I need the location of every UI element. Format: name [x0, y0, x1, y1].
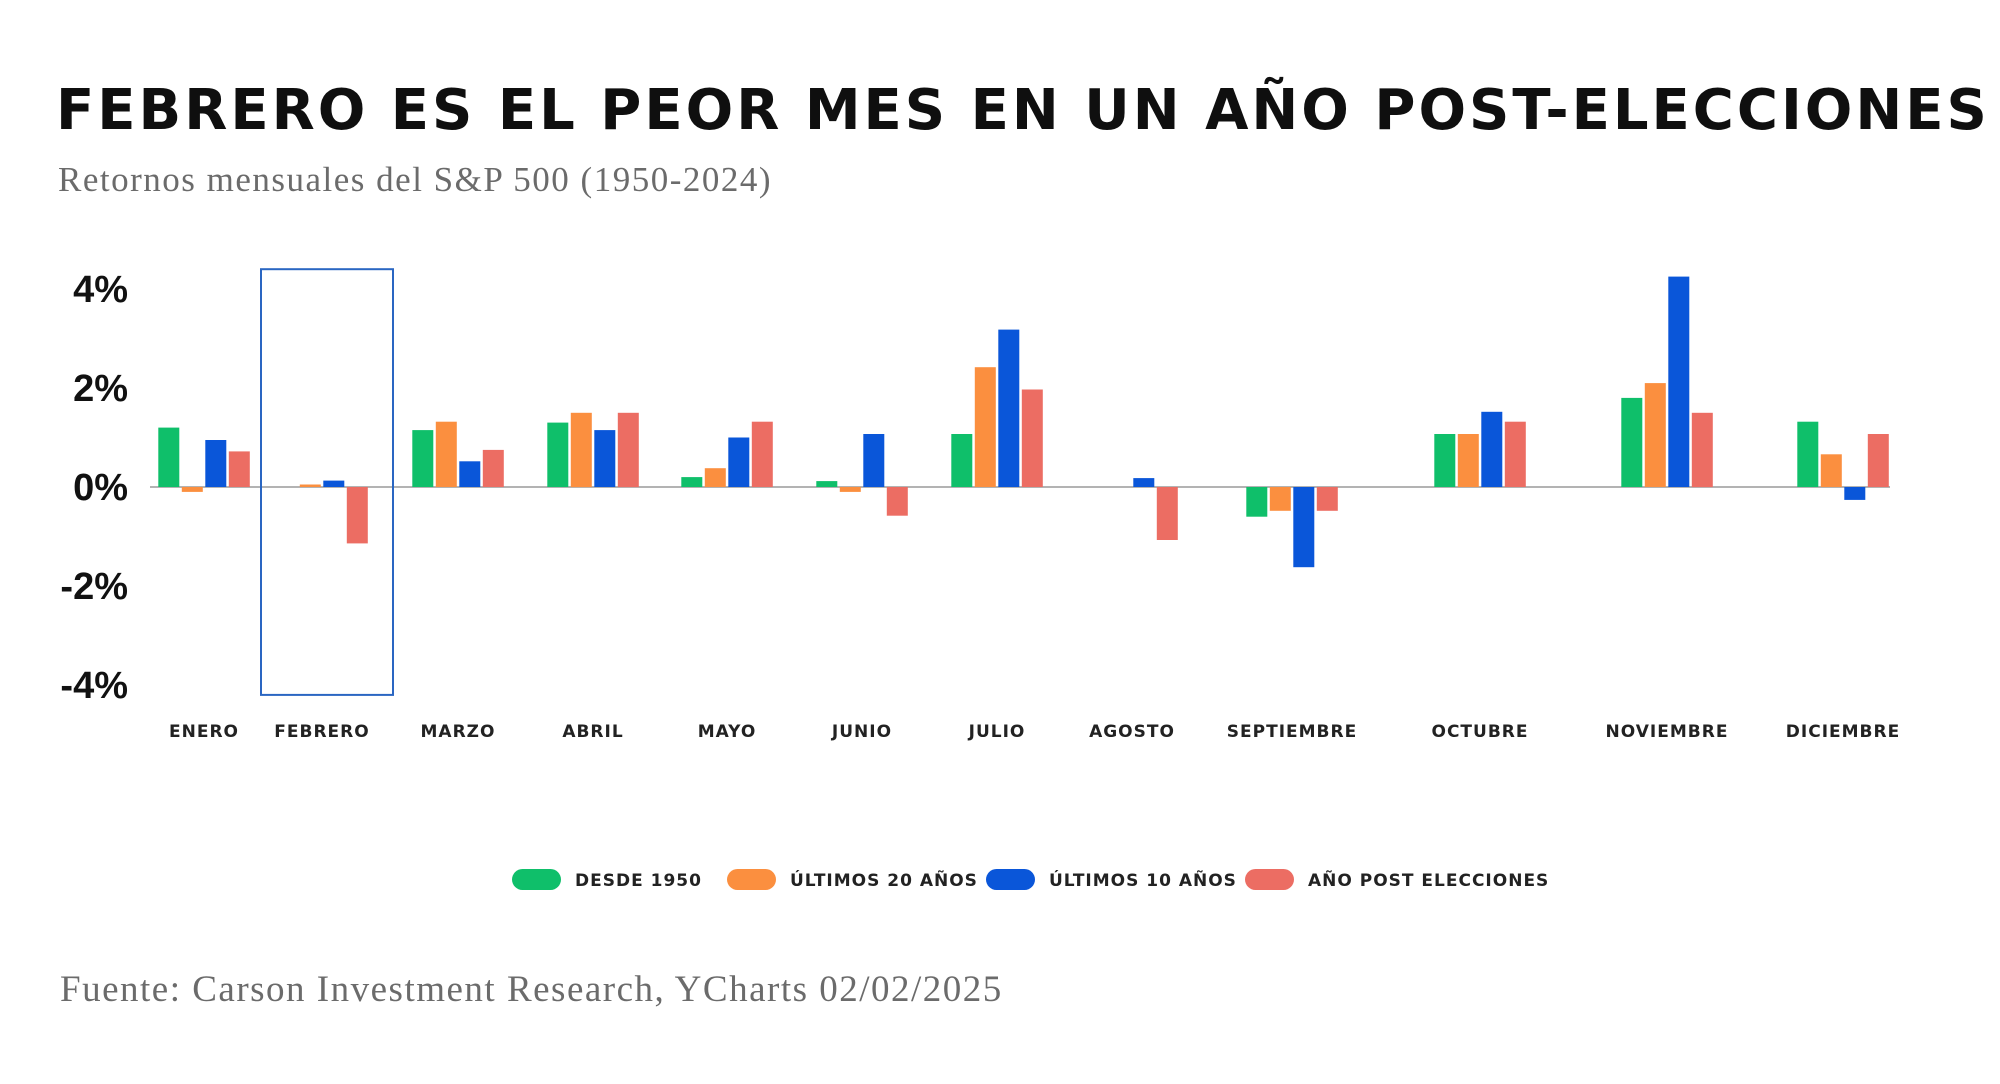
x-tick-diciembre: DICIEMBRE: [1786, 722, 1900, 742]
x-tick-noviembre: NOVIEMBRE: [1606, 722, 1729, 742]
bar-diciembre-ultimos-20-anos: [1820, 454, 1842, 487]
bar-mayo-ultimos-20-anos: [704, 468, 726, 487]
bar-noviembre-desde-1950: [1621, 397, 1643, 487]
x-tick-septiembre: SEPTIEMBRE: [1227, 722, 1357, 742]
bar-octubre-ano-post-elecciones: [1504, 421, 1526, 487]
bar-abril-ano-post-elecciones: [617, 412, 639, 488]
bar-marzo-ultimos-10-anos: [459, 461, 481, 487]
x-tick-marzo: MARZO: [421, 722, 496, 742]
x-tick-abril: ABRIL: [562, 722, 623, 742]
bar-diciembre-ano-post-elecciones: [1867, 434, 1889, 487]
legend-label: ÚLTIMOS 10 AÑOS: [1049, 868, 1237, 891]
y-tick-label: -4%: [60, 665, 128, 707]
y-tick-label: 4%: [73, 269, 128, 311]
x-tick-julio: JULIO: [968, 722, 1026, 742]
bar-diciembre-ultimos-10-anos: [1844, 487, 1866, 500]
legend-item-desde-1950: DESDE 1950: [512, 869, 702, 891]
x-tick-febrero: FEBRERO: [274, 722, 369, 742]
bar-febrero-ano-post-elecciones: [346, 487, 368, 544]
x-tick-mayo: MAYO: [698, 722, 757, 742]
bar-junio-desde-1950: [816, 481, 838, 487]
bar-mayo-desde-1950: [681, 477, 703, 487]
bar-diciembre-desde-1950: [1797, 421, 1819, 487]
bar-enero-ultimos-10-anos: [205, 440, 227, 487]
bar-junio-ano-post-elecciones: [886, 487, 908, 516]
bar-noviembre-ultimos-10-anos: [1668, 276, 1690, 487]
bar-marzo-ano-post-elecciones: [482, 449, 504, 487]
legend-label: DESDE 1950: [575, 871, 702, 891]
legend-label: ÚLTIMOS 20 AÑOS: [790, 868, 978, 891]
legend: DESDE 1950 ÚLTIMOS 20 AÑOS ÚLTIMOS 10 AÑOS…: [512, 868, 1549, 891]
legend-swatch: [727, 869, 776, 890]
bar-noviembre-ultimos-20-anos: [1644, 383, 1666, 487]
legend-item-ultimos-20-anos: ÚLTIMOS 20 AÑOS: [727, 868, 978, 891]
bar-marzo-ultimos-20-anos: [435, 421, 457, 487]
y-tick-label: 2%: [73, 368, 128, 410]
bar-agosto-ultimos-10-anos: [1133, 478, 1155, 487]
bar-enero-ano-post-elecciones: [228, 451, 250, 487]
legend-label: AÑO POST ELECCIONES: [1308, 868, 1549, 891]
bars: [158, 276, 1889, 568]
bar-julio-ano-post-elecciones: [1021, 389, 1043, 487]
bar-enero-desde-1950: [158, 427, 180, 487]
x-tick-agosto: AGOSTO: [1089, 722, 1175, 742]
legend-item-ano-post-elecciones: AÑO POST ELECCIONES: [1245, 868, 1549, 891]
bar-abril-ultimos-20-anos: [570, 412, 592, 488]
bar-abril-ultimos-10-anos: [594, 430, 616, 487]
bar-agosto-ano-post-elecciones: [1156, 487, 1178, 540]
bar-septiembre-desde-1950: [1246, 487, 1268, 517]
bar-febrero-ultimos-20-anos: [299, 484, 321, 487]
y-axis-ticks: 4% 2% 0% -2% -4%: [60, 269, 128, 707]
bar-julio-desde-1950: [951, 434, 973, 487]
legend-swatch: [986, 869, 1035, 890]
bar-julio-ultimos-20-anos: [974, 367, 996, 487]
legend-swatch: [1245, 869, 1294, 890]
legend-item-ultimos-10-anos: ÚLTIMOS 10 AÑOS: [986, 868, 1237, 891]
highlight-box-febrero: [260, 268, 394, 696]
bar-septiembre-ultimos-20-anos: [1269, 487, 1291, 511]
bar-octubre-desde-1950: [1434, 434, 1456, 487]
legend-swatch: [512, 869, 561, 890]
x-tick-octubre: OCTUBRE: [1432, 722, 1529, 742]
y-tick-label: 0%: [73, 467, 128, 509]
y-tick-label: -2%: [60, 566, 128, 608]
bar-octubre-ultimos-10-anos: [1481, 411, 1503, 487]
bar-marzo-desde-1950: [412, 430, 434, 487]
bar-noviembre-ano-post-elecciones: [1691, 412, 1713, 488]
bar-julio-ultimos-10-anos: [998, 329, 1020, 487]
x-axis-ticks: ENERO FEBRERO MARZO ABRIL MAYO JUNIO JULIO AGOS…: [169, 722, 1900, 742]
chart-subtitle: Retornos mensuales del S&P 500 (1950-202…: [58, 160, 773, 199]
chart-title: FEBRERO ES EL PEOR MES EN UN AÑO POST-EL…: [56, 78, 1990, 143]
bar-junio-ultimos-10-anos: [863, 434, 885, 487]
bar-septiembre-ultimos-10-anos: [1293, 487, 1315, 568]
bar-enero-ultimos-20-anos: [181, 487, 203, 492]
bar-mayo-ultimos-10-anos: [728, 437, 750, 487]
bar-octubre-ultimos-20-anos: [1457, 434, 1479, 487]
bar-septiembre-ano-post-elecciones: [1316, 487, 1338, 511]
x-tick-junio: JUNIO: [831, 722, 892, 742]
bar-abril-desde-1950: [547, 422, 569, 487]
source-note: Fuente: Carson Investment Research, YCha…: [60, 969, 1003, 1010]
bar-febrero-ultimos-10-anos: [323, 480, 345, 487]
bar-junio-ultimos-20-anos: [839, 487, 861, 492]
x-tick-enero: ENERO: [169, 722, 239, 742]
bar-mayo-ano-post-elecciones: [751, 421, 773, 487]
